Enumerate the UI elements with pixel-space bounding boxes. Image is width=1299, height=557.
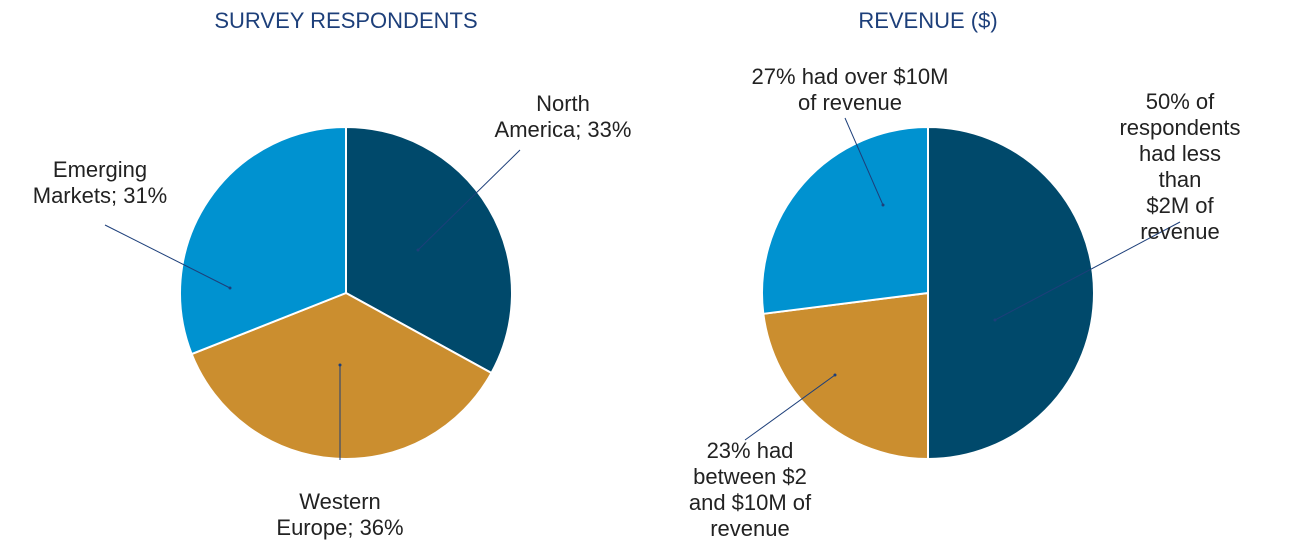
leader-dot <box>993 318 997 322</box>
slice-label: 27% had over $10M of revenue <box>751 64 949 115</box>
leader-dot <box>416 248 420 252</box>
slice-label: 23% had between $2 and $10M of revenue <box>688 438 812 541</box>
pie-slice <box>761 125 929 315</box>
chart-title: SURVEY RESPONDENTS <box>214 8 477 33</box>
leader-line <box>104 224 231 289</box>
leader-line <box>994 221 1181 321</box>
pie-slice <box>762 291 929 461</box>
pie-slice <box>927 125 1095 461</box>
slice-label: 50% of respondents had less than $2M of … <box>1119 89 1241 244</box>
leader-line <box>744 374 836 441</box>
slice-label: Western Europe; 36% <box>276 489 404 540</box>
pie-slice <box>190 291 493 460</box>
pie-slice <box>179 125 347 356</box>
leader-line <box>417 149 521 251</box>
leader-dot <box>228 286 232 290</box>
leader-dot <box>338 363 342 367</box>
slice-label: North America; 33% <box>494 91 632 142</box>
chart-title: REVENUE ($) <box>858 8 997 33</box>
leader-line <box>844 117 884 206</box>
leader-dot <box>833 373 837 377</box>
pie-slice <box>345 125 513 375</box>
slice-label: Emerging Markets; 31% <box>32 157 168 208</box>
leader-dot <box>881 203 885 207</box>
